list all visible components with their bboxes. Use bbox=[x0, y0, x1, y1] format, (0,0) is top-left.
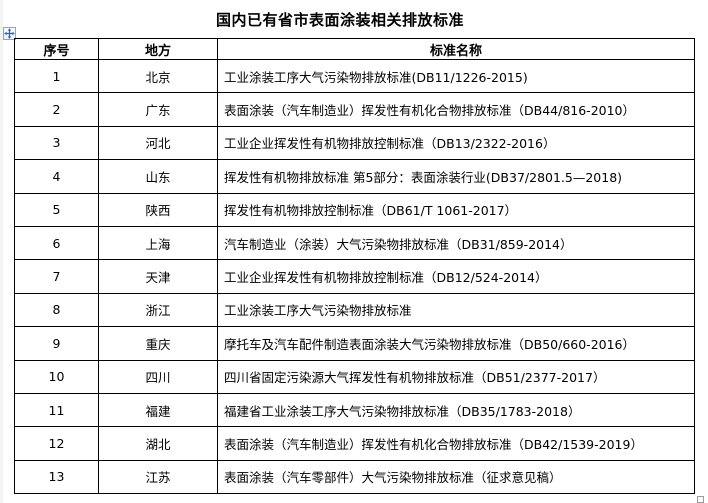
cell-standard[interactable]: 表面涂装（汽车制造业）挥发性有机化合物排放标准（DB42/1539-2019） bbox=[217, 426, 695, 461]
cell-region[interactable]: 广东 bbox=[98, 92, 218, 127]
cell-standard[interactable]: 工业企业挥发性有机物排放控制标准（DB12/524-2014） bbox=[217, 259, 695, 294]
cell-region[interactable]: 北京 bbox=[98, 58, 218, 94]
cell-region[interactable]: 湖北 bbox=[98, 426, 218, 461]
table-move-handle-icon[interactable] bbox=[3, 27, 16, 40]
cell-no[interactable]: 10 bbox=[14, 359, 99, 394]
cell-region[interactable]: 上海 bbox=[98, 225, 218, 261]
table-title: 国内已有省市表面涂装相关排放标准 bbox=[215, 11, 464, 29]
column-header-region[interactable]: 地方 bbox=[98, 38, 218, 60]
table-row: 1 北京 工业涂装工序大气污染物排放标准(DB11/1226-2015) bbox=[14, 58, 695, 94]
cell-standard[interactable]: 表面涂装（汽车零部件）大气污染物排放标准（征求意见稿） bbox=[217, 459, 695, 495]
cell-standard[interactable]: 汽车制造业（涂装）大气污染物排放标准（DB31/859-2014） bbox=[217, 225, 695, 261]
cell-no[interactable]: 11 bbox=[14, 392, 99, 428]
cell-no[interactable]: 3 bbox=[14, 125, 99, 161]
header-row: 序号 地方 标准名称 bbox=[14, 38, 695, 60]
cell-no[interactable]: 12 bbox=[14, 426, 99, 461]
cell-standard[interactable]: 工业企业挥发性有机物排放控制标准（DB13/2322-2016） bbox=[217, 125, 695, 161]
cell-region[interactable]: 福建 bbox=[98, 392, 218, 428]
cell-region[interactable]: 江苏 bbox=[98, 459, 218, 495]
four-arrow-move-icon bbox=[4, 28, 15, 39]
cell-standard[interactable]: 福建省工业涂装工序大气污染物排放标准（DB35/1783-2018） bbox=[217, 392, 695, 428]
standards-table: 序号 地方 标准名称 1 北京 工业涂装工序大气污染物排放标准(DB11/122… bbox=[14, 38, 695, 495]
cell-standard[interactable]: 工业涂装工序大气污染物排放标准(DB11/1226-2015) bbox=[217, 58, 695, 94]
cell-standard[interactable]: 表面涂装（汽车制造业）挥发性有机化合物排放标准（DB44/816-2010） bbox=[217, 92, 695, 127]
table-row: 5 陕西 挥发性有机物排放控制标准（DB61/T 1061-2017） bbox=[14, 192, 695, 227]
cell-no[interactable]: 9 bbox=[14, 326, 99, 361]
table-row: 9 重庆 摩托车及汽车配件制造表面涂装大气污染物排放标准（DB50/660-20… bbox=[14, 326, 695, 361]
cell-no[interactable]: 1 bbox=[14, 58, 99, 94]
cell-no[interactable]: 6 bbox=[14, 225, 99, 261]
table-row: 10 四川 四川省固定污染源大气挥发性有机物排放标准（DB51/2377-201… bbox=[14, 359, 695, 394]
cell-region[interactable]: 四川 bbox=[98, 359, 218, 394]
cell-region[interactable]: 重庆 bbox=[98, 326, 218, 361]
cell-no[interactable]: 4 bbox=[14, 159, 99, 194]
cell-region[interactable]: 河北 bbox=[98, 125, 218, 161]
table-row: 13 江苏 表面涂装（汽车零部件）大气污染物排放标准（征求意见稿） bbox=[14, 459, 695, 495]
table-row: 8 浙江 工业涂装工序大气污染物排放标准 bbox=[14, 292, 695, 328]
table-row: 11 福建 福建省工业涂装工序大气污染物排放标准（DB35/1783-2018） bbox=[14, 392, 695, 428]
cell-no[interactable]: 2 bbox=[14, 92, 99, 127]
page-edge bbox=[0, 0, 3, 503]
cell-standard[interactable]: 工业涂装工序大气污染物排放标准 bbox=[217, 292, 695, 328]
table-row: 12 湖北 表面涂装（汽车制造业）挥发性有机化合物排放标准（DB42/1539-… bbox=[14, 426, 695, 461]
cell-region[interactable]: 陕西 bbox=[98, 192, 218, 227]
cell-standard[interactable]: 摩托车及汽车配件制造表面涂装大气污染物排放标准（DB50/660-2016） bbox=[217, 326, 695, 361]
cell-no[interactable]: 8 bbox=[14, 292, 99, 328]
table-row: 3 河北 工业企业挥发性有机物排放控制标准（DB13/2322-2016） bbox=[14, 125, 695, 161]
cell-region[interactable]: 天津 bbox=[98, 259, 218, 294]
table-row: 6 上海 汽车制造业（涂装）大气污染物排放标准（DB31/859-2014） bbox=[14, 225, 695, 261]
cell-no[interactable]: 5 bbox=[14, 192, 99, 227]
cell-standard[interactable]: 挥发性有机物排放控制标准（DB61/T 1061-2017） bbox=[217, 192, 695, 227]
table-resize-handle-icon[interactable] bbox=[697, 496, 704, 503]
table-row: 2 广东 表面涂装（汽车制造业）挥发性有机化合物排放标准（DB44/816-20… bbox=[14, 92, 695, 127]
cell-region[interactable]: 山东 bbox=[98, 159, 218, 194]
cell-standard[interactable]: 四川省固定污染源大气挥发性有机物排放标准（DB51/2377-2017） bbox=[217, 359, 695, 394]
table-row: 7 天津 工业企业挥发性有机物排放控制标准（DB12/524-2014） bbox=[14, 259, 695, 294]
cell-region[interactable]: 浙江 bbox=[98, 292, 218, 328]
cell-no[interactable]: 7 bbox=[14, 259, 99, 294]
column-header-no[interactable]: 序号 bbox=[14, 38, 99, 60]
cell-standard[interactable]: 挥发性有机物排放标准 第5部分：表面涂装行业(DB37/2801.5—2018) bbox=[217, 159, 695, 194]
table-row: 4 山东 挥发性有机物排放标准 第5部分：表面涂装行业(DB37/2801.5—… bbox=[14, 159, 695, 194]
column-header-standard[interactable]: 标准名称 bbox=[217, 38, 695, 60]
cell-no[interactable]: 13 bbox=[14, 459, 99, 495]
